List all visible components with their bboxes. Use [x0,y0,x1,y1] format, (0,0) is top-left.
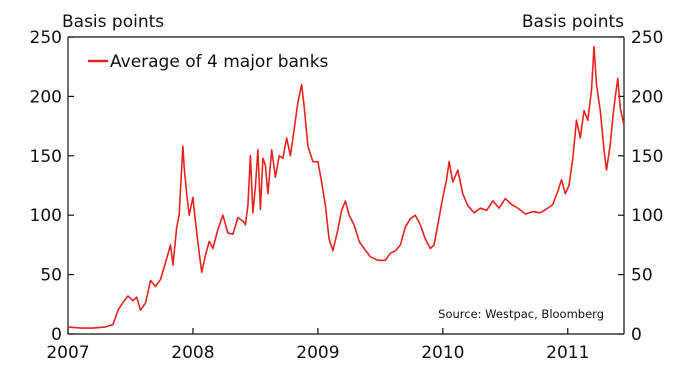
y-tick-label-left: 100 [30,206,62,226]
right-unit-label: Basis points [522,12,624,32]
y-tick-label-right: 200 [631,87,663,107]
y-tick-label-right: 0 [631,325,642,345]
left-unit-label: Basis points [62,12,164,32]
legend: Average of 4 major banks [88,52,329,72]
y-tick-label-left: 200 [30,87,62,107]
x-tick-label: 2011 [546,343,589,363]
y-tick-label-right: 50 [631,266,653,286]
y-tick-label-left: 250 [30,28,62,48]
y-tick-label-right: 100 [631,206,663,226]
y-tick-label-right: 150 [631,147,663,167]
plot-frame [67,36,625,335]
x-tick-label: 2007 [46,343,89,363]
y-axis-left: 0 50 100 150 200 250 [30,28,74,345]
series-line [67,45,625,329]
y-tick-label-left: 0 [51,325,62,345]
y-tick-label-left: 50 [40,266,62,286]
x-tick-label: 2009 [296,343,339,363]
x-tick-label: 2008 [171,343,214,363]
y-tick-label-right: 250 [631,28,663,48]
y-tick-label-left: 150 [30,147,62,167]
source-note: Source: Westpac, Bloomberg [438,307,604,321]
x-axis: 2007 2008 2009 2010 2011 [46,328,589,363]
y-axis-right: 0 50 100 150 200 250 [618,28,663,345]
x-tick-label: 2010 [421,343,464,363]
series-layer [67,45,625,329]
legend-label: Average of 4 major banks [110,52,329,72]
